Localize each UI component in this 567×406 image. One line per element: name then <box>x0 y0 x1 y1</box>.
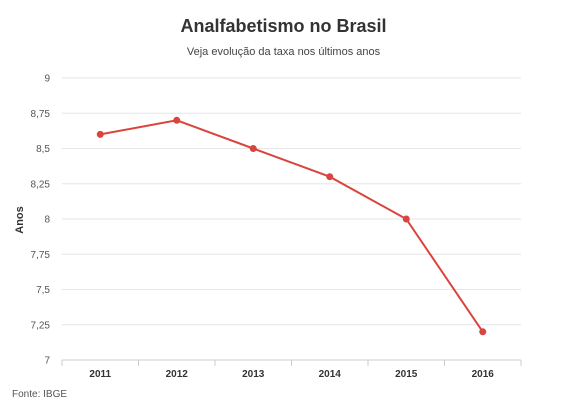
y-axis-ticks: 7 7,25 7,5 7,75 8 8,25 8,5 8,75 9 <box>31 74 51 367</box>
data-point[interactable] <box>402 215 410 223</box>
source-note: Fonte: IBGE <box>12 389 68 400</box>
data-point[interactable] <box>96 130 104 138</box>
chart-title: Analfabetismo no Brasil <box>180 16 387 36</box>
y-tick-label: 8,25 <box>31 179 51 190</box>
x-tick-label: 2013 <box>242 369 265 380</box>
y-axis-title: Anos <box>14 206 26 234</box>
y-tick-label: 7,75 <box>31 250 51 261</box>
gridlines <box>62 77 521 326</box>
y-tick-label: 8,5 <box>36 144 50 155</box>
data-point[interactable] <box>249 145 257 152</box>
series-line <box>100 119 484 333</box>
series-layer <box>96 116 487 336</box>
data-point[interactable] <box>326 173 334 181</box>
x-tick-label: 2016 <box>472 369 495 380</box>
x-tick-label: 2014 <box>319 369 342 380</box>
y-tick-label: 7,5 <box>36 285 50 296</box>
y-tick-label: 7,25 <box>31 320 51 331</box>
data-point[interactable] <box>173 116 181 124</box>
y-tick-label: 8,75 <box>31 109 51 120</box>
chart-subtitle: Veja evolução da taxa nos últimos anos <box>186 46 381 58</box>
x-tick-label: 2015 <box>395 369 418 380</box>
x-tick-label: 2012 <box>166 369 189 380</box>
y-tick-label: 7 <box>44 356 50 367</box>
x-axis: 2011 2012 2013 2014 2015 2016 <box>61 359 522 380</box>
y-tick-label: 8 <box>44 215 50 226</box>
data-point[interactable] <box>479 328 487 336</box>
x-tick-label: 2011 <box>89 369 111 380</box>
y-tick-label: 9 <box>44 74 50 85</box>
